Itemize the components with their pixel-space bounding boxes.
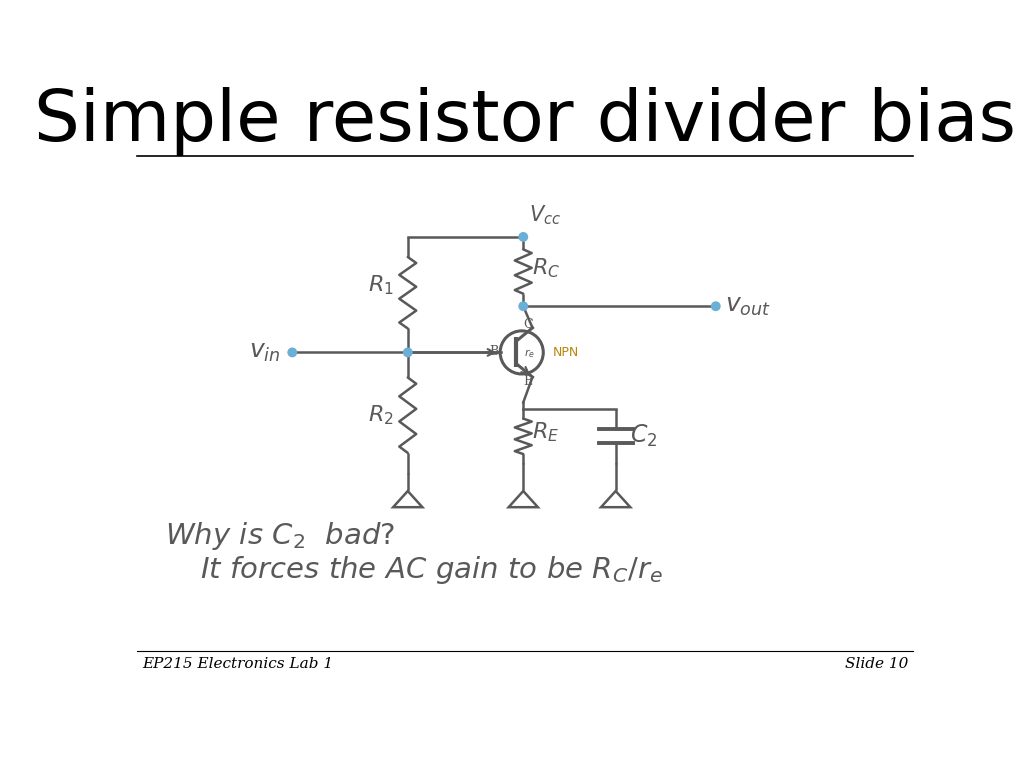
Text: $R_C$: $R_C$ xyxy=(532,256,561,280)
Text: $C_2$: $C_2$ xyxy=(630,423,656,449)
Text: B: B xyxy=(489,345,499,358)
Text: $r_e$: $r_e$ xyxy=(524,347,535,359)
Text: NPN: NPN xyxy=(553,346,579,359)
Text: C: C xyxy=(523,318,532,331)
Text: $v_{in}$: $v_{in}$ xyxy=(249,341,281,364)
Text: Slide 10: Slide 10 xyxy=(845,657,908,671)
Text: E: E xyxy=(523,375,532,388)
Text: EP215 Electronics Lab 1: EP215 Electronics Lab 1 xyxy=(142,657,333,671)
Text: $R_E$: $R_E$ xyxy=(532,421,560,445)
Circle shape xyxy=(519,233,527,241)
Text: $V_{cc}$: $V_{cc}$ xyxy=(528,204,561,227)
Text: Simple resistor divider bias: Simple resistor divider bias xyxy=(34,87,1016,156)
Circle shape xyxy=(403,348,412,356)
Text: $R_2$: $R_2$ xyxy=(369,403,394,427)
Circle shape xyxy=(288,348,297,356)
Circle shape xyxy=(712,302,720,310)
Text: $v_{out}$: $v_{out}$ xyxy=(725,295,771,318)
Text: $R_1$: $R_1$ xyxy=(368,273,394,297)
Text: $\it{It\ forces\ the\ AC\ gain\ to\ be\ }R_C/r_e$: $\it{It\ forces\ the\ AC\ gain\ to\ be\ … xyxy=(200,554,663,586)
Text: $\it{Why\ is\ }C_2\rm{\ \ }\it{bad?}$: $\it{Why\ is\ }C_2\rm{\ \ }\it{bad?}$ xyxy=(165,520,395,551)
Circle shape xyxy=(519,302,527,310)
